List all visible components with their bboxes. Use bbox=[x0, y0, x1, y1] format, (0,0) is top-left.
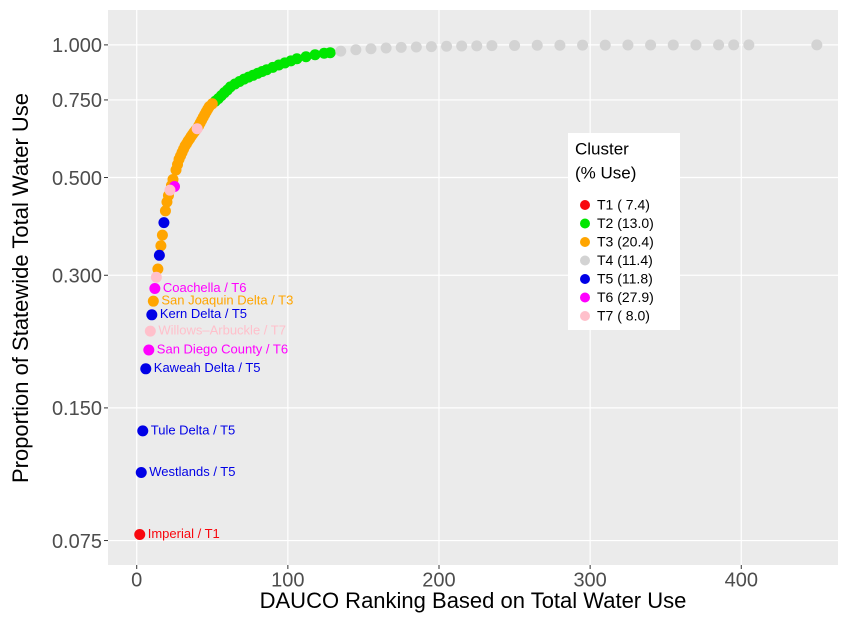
legend-title: Cluster bbox=[575, 139, 629, 158]
y-tick-label: 1.000 bbox=[52, 35, 102, 57]
point bbox=[143, 344, 155, 356]
point bbox=[335, 45, 347, 57]
point-label: Westlands / T5 bbox=[149, 464, 235, 479]
x-tick-label: 300 bbox=[573, 569, 606, 591]
point bbox=[149, 282, 161, 294]
legend-label: T1 ( 7.4) bbox=[597, 197, 650, 213]
x-tick-label: 200 bbox=[422, 569, 455, 591]
point bbox=[309, 49, 321, 61]
point bbox=[291, 53, 303, 65]
legend-marker bbox=[580, 292, 590, 303]
legend-label: T3 (20.4) bbox=[597, 234, 654, 250]
point bbox=[395, 41, 407, 53]
y-tick-label: 0.075 bbox=[52, 531, 102, 553]
x-tick-label: 400 bbox=[725, 569, 758, 591]
point bbox=[645, 39, 657, 51]
point-label: Coachella / T6 bbox=[163, 280, 247, 295]
point bbox=[410, 41, 422, 53]
point bbox=[365, 43, 377, 55]
point bbox=[153, 249, 165, 261]
point bbox=[456, 40, 468, 52]
legend-marker bbox=[580, 218, 590, 229]
point bbox=[667, 39, 679, 51]
point bbox=[577, 39, 589, 51]
x-tick-label: 100 bbox=[271, 569, 304, 591]
grid bbox=[104, 10, 838, 569]
point-label: Kaweah Delta / T5 bbox=[154, 360, 261, 375]
point-label: Imperial / T1 bbox=[148, 526, 220, 541]
legend-label: T6 (27.9) bbox=[597, 289, 654, 305]
legend-marker bbox=[580, 200, 590, 210]
point bbox=[811, 39, 823, 51]
legend-label: T7 ( 8.0) bbox=[597, 308, 650, 324]
point bbox=[164, 184, 176, 196]
point bbox=[324, 47, 336, 59]
point bbox=[380, 42, 392, 54]
point bbox=[486, 40, 498, 52]
x-axis-title: DAUCO Ranking Based on Total Water Use bbox=[260, 588, 687, 613]
point bbox=[191, 123, 203, 135]
point bbox=[441, 40, 453, 52]
point bbox=[425, 41, 437, 53]
point bbox=[150, 271, 162, 283]
legend-label: T2 (13.0) bbox=[597, 215, 654, 231]
y-tick-label: 0.500 bbox=[52, 168, 102, 190]
point bbox=[690, 39, 702, 51]
point bbox=[554, 39, 566, 51]
point bbox=[135, 467, 147, 479]
point bbox=[147, 295, 159, 307]
legend-marker bbox=[580, 255, 590, 266]
point bbox=[159, 205, 171, 217]
point bbox=[155, 240, 167, 252]
point bbox=[743, 39, 755, 51]
point bbox=[300, 51, 312, 63]
y-tick-label: 0.750 bbox=[52, 90, 102, 112]
point bbox=[713, 39, 725, 51]
legend-title: (% Use) bbox=[575, 163, 636, 182]
x-tick-label: 0 bbox=[131, 569, 142, 591]
point-label: San Diego County / T6 bbox=[157, 341, 288, 356]
point bbox=[152, 263, 164, 275]
legend-marker bbox=[580, 237, 590, 247]
point bbox=[137, 425, 149, 437]
point bbox=[134, 529, 146, 541]
legend-marker bbox=[580, 274, 590, 284]
legend-label: T4 (11.4) bbox=[597, 252, 653, 268]
point bbox=[158, 217, 170, 229]
point bbox=[206, 98, 218, 110]
y-axis-title: Proportion of Statewide Total Water Use bbox=[8, 93, 33, 483]
points bbox=[134, 39, 823, 541]
y-tick-label: 0.300 bbox=[52, 266, 102, 288]
point bbox=[471, 40, 483, 52]
point bbox=[622, 39, 634, 51]
legend-marker bbox=[580, 311, 590, 321]
point bbox=[144, 325, 156, 337]
point bbox=[156, 229, 168, 241]
point-label: Kern Delta / T5 bbox=[160, 306, 247, 321]
point bbox=[531, 39, 543, 51]
point-label: San Joaquin Delta / T3 bbox=[161, 293, 293, 308]
point bbox=[146, 309, 158, 321]
legend-label: T5 (11.8) bbox=[597, 271, 653, 287]
point bbox=[728, 39, 740, 51]
point bbox=[350, 44, 362, 56]
panel bbox=[108, 10, 838, 565]
point bbox=[599, 39, 611, 51]
point bbox=[509, 39, 521, 51]
point-label: Tule Delta / T5 bbox=[151, 422, 236, 437]
y-tick-label: 0.150 bbox=[52, 398, 102, 420]
point-label: Willows–Arbuckle / T7 bbox=[158, 323, 286, 338]
point bbox=[140, 363, 152, 375]
